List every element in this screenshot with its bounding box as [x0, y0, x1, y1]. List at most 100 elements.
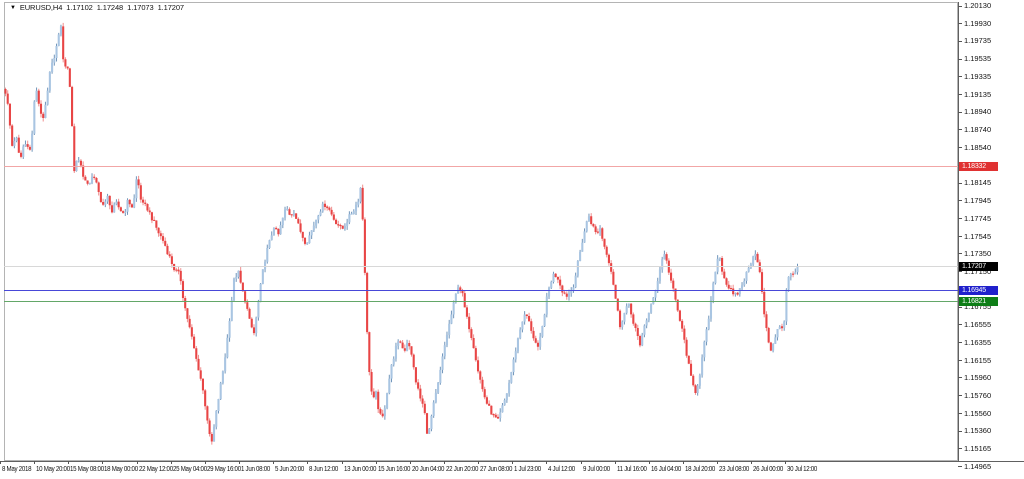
price-tick-label: 1.15960 [964, 372, 992, 382]
time-tick-mark [614, 461, 616, 464]
price-tick-mark [958, 76, 962, 78]
time-tick-mark [34, 461, 36, 464]
price-tick-mark [958, 306, 962, 308]
price-tick-label: 1.19535 [964, 54, 992, 64]
time-tick-label: 9 Jul 00:00 [582, 464, 610, 473]
time-tick-label: 8 Jun 12:00 [309, 464, 339, 473]
price-tick-label: 1.17745 [964, 213, 992, 223]
price-tick-label: 1.15165 [964, 443, 992, 453]
level-line-support-blue[interactable] [4, 289, 958, 291]
time-tick-mark [409, 461, 411, 464]
ohlc-low: 1.17073 [127, 3, 154, 12]
price-tick-label: 1.16755 [964, 302, 992, 312]
price-tick-label: 1.18540 [964, 142, 992, 152]
time-tick-label: 22 Jun 20:00 [445, 464, 479, 473]
price-tick-label: 1.16355 [964, 337, 992, 347]
time-tick-mark [307, 461, 309, 464]
bear-candle-wicks [5, 22, 794, 445]
time-tick-mark [170, 461, 172, 464]
symbol-dropdown-icon[interactable]: ▼ [10, 4, 16, 11]
price-tick-mark [958, 182, 962, 184]
price-tick-mark [958, 58, 962, 60]
time-tick-label: 23 Jul 08:00 [719, 464, 750, 473]
price-tick-mark [958, 218, 962, 220]
ohlc-high: 1.17248 [96, 3, 124, 12]
time-tick-label: 27 Jun 08:00 [480, 464, 513, 473]
level-price-label-support-green[interactable]: 1.16821 [959, 296, 998, 306]
time-tick-label: 25 May 04:00 [172, 464, 207, 473]
price-tick-mark [958, 111, 962, 113]
price-tick-mark [958, 23, 962, 25]
price-tick-label: 1.17350 [964, 248, 992, 258]
price-tick-label: 1.19735 [964, 36, 992, 46]
time-tick-mark [341, 461, 343, 464]
price-tick-label: 1.17150 [964, 266, 992, 276]
price-tick-label: 1.17945 [964, 195, 992, 205]
time-tick-mark [648, 461, 650, 464]
time-tick-mark [580, 461, 582, 464]
time-tick-mark [239, 461, 241, 464]
chart-border [4, 2, 958, 461]
price-tick-mark [958, 129, 962, 131]
time-tick-mark [102, 461, 104, 464]
price-tick-mark [958, 236, 962, 238]
price-axis[interactable]: 1.20130 1.19930 1.19735 1.19535 1.19335 1.191… [958, 0, 1024, 470]
symbol-label: EURUSD,H4 [19, 3, 63, 12]
time-tick-mark [478, 461, 480, 464]
bull-candle-bodies [13, 26, 799, 442]
time-tick-mark [443, 461, 445, 464]
bear-candle-bodies [4, 26, 795, 442]
price-tick-label: 1.20130 [964, 1, 992, 10]
chart-title: ▼ EURUSD,H4 1.17102 1.17248 1.17073 1.17… [10, 3, 184, 12]
price-tick-label: 1.18145 [964, 178, 992, 188]
level-line-resistance-red[interactable] [4, 165, 958, 167]
time-tick-label: 13 Jun 00:00 [343, 464, 376, 473]
time-tick-label: 15 May 08:00 [70, 464, 105, 473]
time-tick-label: 30 Jul 12:00 [787, 464, 818, 473]
time-tick-label: 1 Jul 23:00 [514, 464, 542, 473]
time-tick-mark [512, 461, 514, 464]
price-tick-mark [958, 342, 962, 344]
bull-candle-wicks [13, 24, 798, 442]
time-tick-label: 11 Jul 16:00 [616, 464, 647, 473]
price-tick-mark [958, 324, 962, 326]
time-tick-mark [546, 461, 548, 464]
price-tick-label: 1.17545 [964, 231, 992, 241]
level-line-bid[interactable] [4, 266, 958, 268]
price-tick-mark [958, 94, 962, 96]
price-tick-mark [958, 253, 962, 255]
price-tick-mark [958, 466, 962, 468]
time-tick-label: 15 Jun 16:00 [377, 464, 410, 473]
price-tick-label: 1.19135 [964, 89, 992, 99]
price-tick-label: 1.19930 [964, 18, 992, 28]
level-price-label-bid[interactable]: 1.17207 [959, 262, 998, 272]
time-tick-label: 29 May 16:00 [206, 464, 241, 473]
level-price-label-support-blue[interactable]: 1.16945 [959, 285, 998, 295]
time-tick-label: 18 Jul 20:00 [685, 464, 716, 473]
time-tick-label: 8 May 2018 [2, 464, 32, 473]
time-tick-label: 10 May 20:00 [36, 464, 70, 473]
price-tick-label: 1.14965 [964, 461, 992, 471]
time-tick-mark [136, 461, 138, 464]
price-tick-label: 1.19335 [964, 71, 992, 81]
level-price-label-resistance-red[interactable]: 1.18332 [959, 161, 998, 171]
ohlc-close: 1.17207 [157, 3, 185, 12]
ohlc-open: 1.17102 [66, 3, 93, 12]
time-tick-label: 4 Jul 12:00 [548, 464, 576, 473]
price-tick-label: 1.18940 [964, 107, 992, 117]
time-tick-mark [68, 461, 70, 464]
price-tick-mark [958, 5, 962, 7]
time-tick-mark [717, 461, 719, 464]
time-tick-label: 1 Jun 08:00 [241, 464, 271, 473]
time-axis[interactable]: 8 May 2018 10 May 20:00 15 May 08:00 18 May… [0, 461, 1024, 479]
time-tick-label: 18 May 00:00 [104, 464, 139, 473]
time-tick-mark [273, 461, 275, 464]
price-tick-mark [958, 448, 962, 450]
time-tick-label: 26 Jul 00:00 [753, 464, 784, 473]
price-tick-mark [958, 200, 962, 202]
level-line-support-green[interactable] [4, 300, 958, 302]
time-tick-label: 20 Jun 04:00 [411, 464, 444, 473]
time-tick-mark [204, 461, 206, 464]
time-tick-label: 5 Jun 20:00 [275, 464, 305, 473]
